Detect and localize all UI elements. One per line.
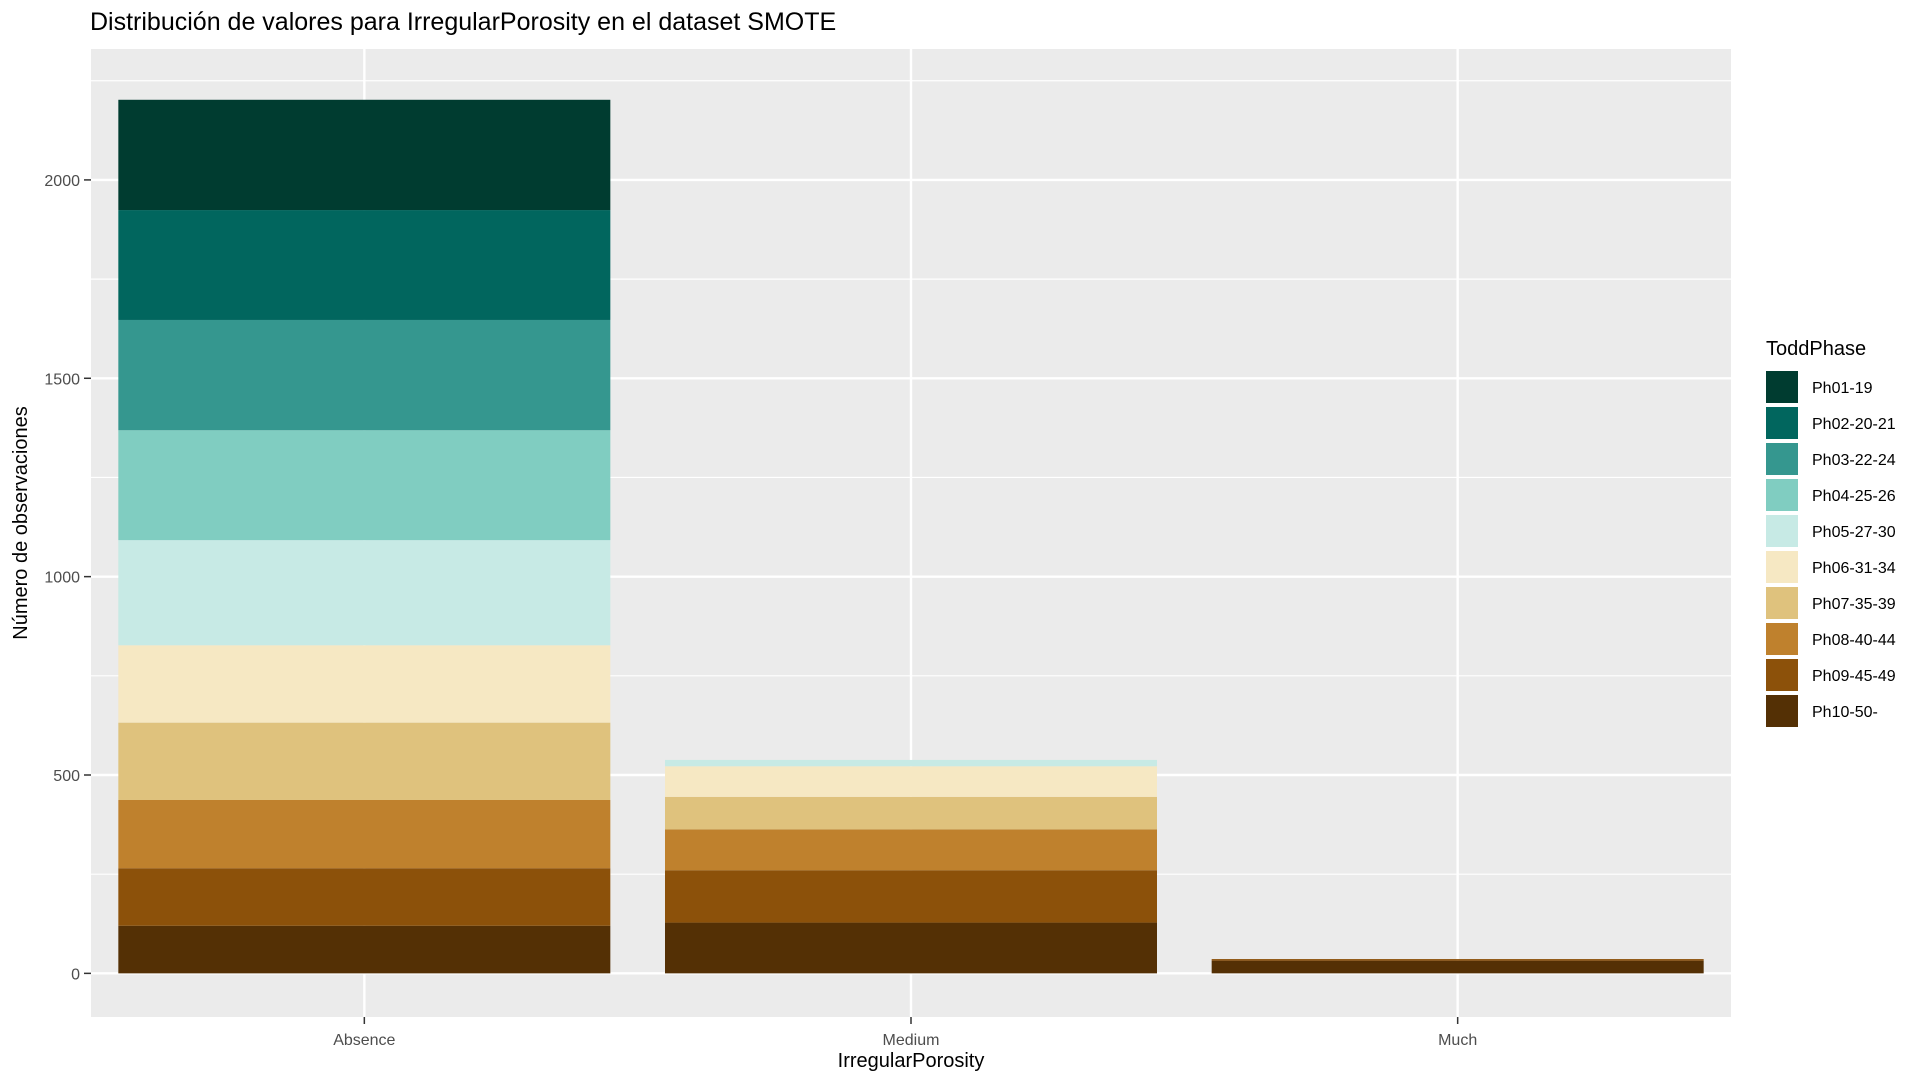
y-tick-label: 1000 — [44, 570, 80, 587]
x-axis-title: IrregularPorosity — [838, 1050, 985, 1072]
bar-segment — [665, 766, 1157, 797]
bar-segment — [665, 922, 1157, 974]
bar-segment — [665, 796, 1157, 830]
y-tick-label: 500 — [53, 768, 80, 785]
legend-title: ToddPhase — [1766, 338, 1866, 360]
legend-key — [1766, 623, 1798, 655]
x-axis: Absence Medium Much — [333, 1017, 1477, 1049]
bars-layer — [118, 99, 1704, 974]
legend-label: Ph01-19 — [1812, 380, 1873, 397]
legend-key — [1766, 479, 1798, 511]
y-tick-label: 0 — [71, 966, 80, 983]
legend-key — [1766, 551, 1798, 583]
bar-segment — [118, 319, 611, 431]
bar-segment — [118, 799, 611, 869]
bar-segment — [118, 99, 611, 211]
legend-key — [1766, 695, 1798, 727]
bar-segment — [118, 210, 611, 320]
legend-label: Ph09-45-49 — [1812, 668, 1896, 685]
legend-label: Ph04-25-26 — [1812, 488, 1896, 505]
x-tick-label: Absence — [333, 1032, 395, 1049]
legend-key — [1766, 587, 1798, 619]
x-tick-label: Medium — [883, 1032, 940, 1049]
bar-segment — [118, 868, 611, 926]
legend-label: Ph10-50- — [1812, 704, 1878, 721]
legend-key — [1766, 659, 1798, 691]
bar-segment — [665, 870, 1157, 923]
legend-label: Ph08-40-44 — [1812, 632, 1896, 649]
y-tick-label: 1500 — [44, 371, 80, 388]
legend-key — [1766, 371, 1798, 403]
legend: ToddPhase Ph01-19 Ph02-20-21 Ph03-22-24 Ph0… — [1766, 338, 1896, 727]
bar-segment — [118, 540, 611, 646]
bar-segment — [118, 430, 611, 541]
bar-segment — [1211, 960, 1704, 974]
legend-key — [1766, 443, 1798, 475]
bar-segment — [665, 829, 1157, 871]
y-tick-label: 2000 — [44, 173, 80, 190]
legend-label: Ph03-22-24 — [1812, 452, 1896, 469]
y-axis: 0 500 1000 1500 2000 — [44, 173, 91, 983]
legend-label: Ph07-35-39 — [1812, 596, 1896, 613]
bar-segment — [118, 925, 611, 974]
x-tick-label: Much — [1438, 1032, 1477, 1049]
y-axis-title: Número de observaciones — [10, 406, 32, 639]
legend-label: Ph05-27-30 — [1812, 524, 1896, 541]
legend-label: Ph02-20-21 — [1812, 416, 1896, 433]
bar-segment — [118, 722, 611, 800]
bar-segment — [1211, 959, 1704, 961]
chart-title: Distribución de valores para IrregularPo… — [90, 8, 836, 36]
bar-segment — [118, 645, 611, 723]
bar-segment — [665, 759, 1157, 767]
legend-label: Ph06-31-34 — [1812, 560, 1896, 577]
legend-key — [1766, 515, 1798, 547]
legend-key — [1766, 407, 1798, 439]
